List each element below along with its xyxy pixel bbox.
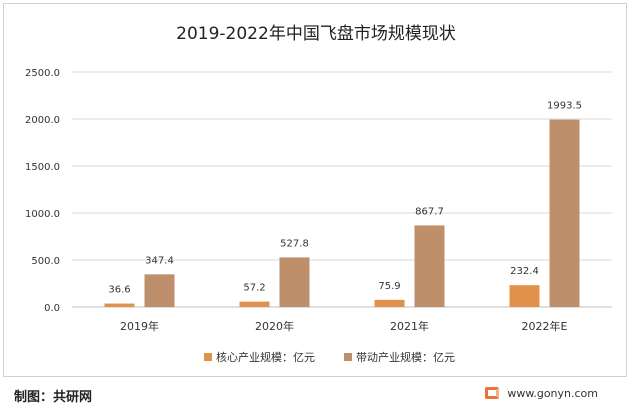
legend-swatch — [344, 353, 352, 361]
bar — [279, 257, 310, 307]
gonyn-logo-icon — [485, 386, 501, 400]
data-label: 232.4 — [510, 266, 539, 277]
y-tick-label: 500.0 — [31, 256, 60, 267]
footer: 制图：共研网 www.gonyn.com — [0, 378, 632, 418]
brand: www.gonyn.com — [485, 386, 598, 400]
y-tick-label: 0.0 — [44, 303, 60, 314]
chart-frame — [3, 3, 627, 377]
bar-chart: 2019-2022年中国飞盘市场规模现状 0.0 500.0 1000.0 1500.… — [25, 24, 612, 364]
y-tick-label: 2500.0 — [25, 68, 60, 79]
data-label: 36.6 — [108, 285, 130, 296]
data-label: 347.4 — [145, 255, 174, 266]
data-label: 57.2 — [243, 283, 265, 294]
y-tick-label: 1000.0 — [25, 209, 60, 220]
bar — [144, 274, 175, 307]
bar — [549, 119, 580, 308]
data-label: 527.8 — [280, 238, 309, 249]
source-credit: 制图：共研网 — [14, 390, 93, 405]
bar — [239, 301, 270, 307]
x-tick-label: 2019年 — [120, 319, 159, 333]
y-tick-label: 1500.0 — [25, 162, 60, 173]
website-link[interactable]: www.gonyn.com — [507, 386, 598, 400]
data-label: 75.9 — [378, 281, 400, 292]
x-tick-label: 2021年 — [390, 319, 429, 333]
bar — [374, 299, 405, 307]
x-tick-label: 2022年E — [522, 319, 568, 333]
data-label: 867.7 — [415, 206, 444, 217]
legend-swatch — [204, 353, 212, 361]
chart-title: 2019-2022年中国飞盘市场规模现状 — [176, 24, 456, 44]
bar — [104, 303, 135, 307]
x-tick-label: 2020年 — [255, 319, 294, 333]
y-tick-label: 2000.0 — [25, 115, 60, 126]
bar — [509, 285, 540, 307]
bar — [414, 225, 445, 307]
data-label: 1993.5 — [547, 101, 582, 112]
legend-label: 带动产业规模：亿元 — [356, 350, 455, 364]
legend-label: 核心产业规模：亿元 — [216, 350, 315, 364]
